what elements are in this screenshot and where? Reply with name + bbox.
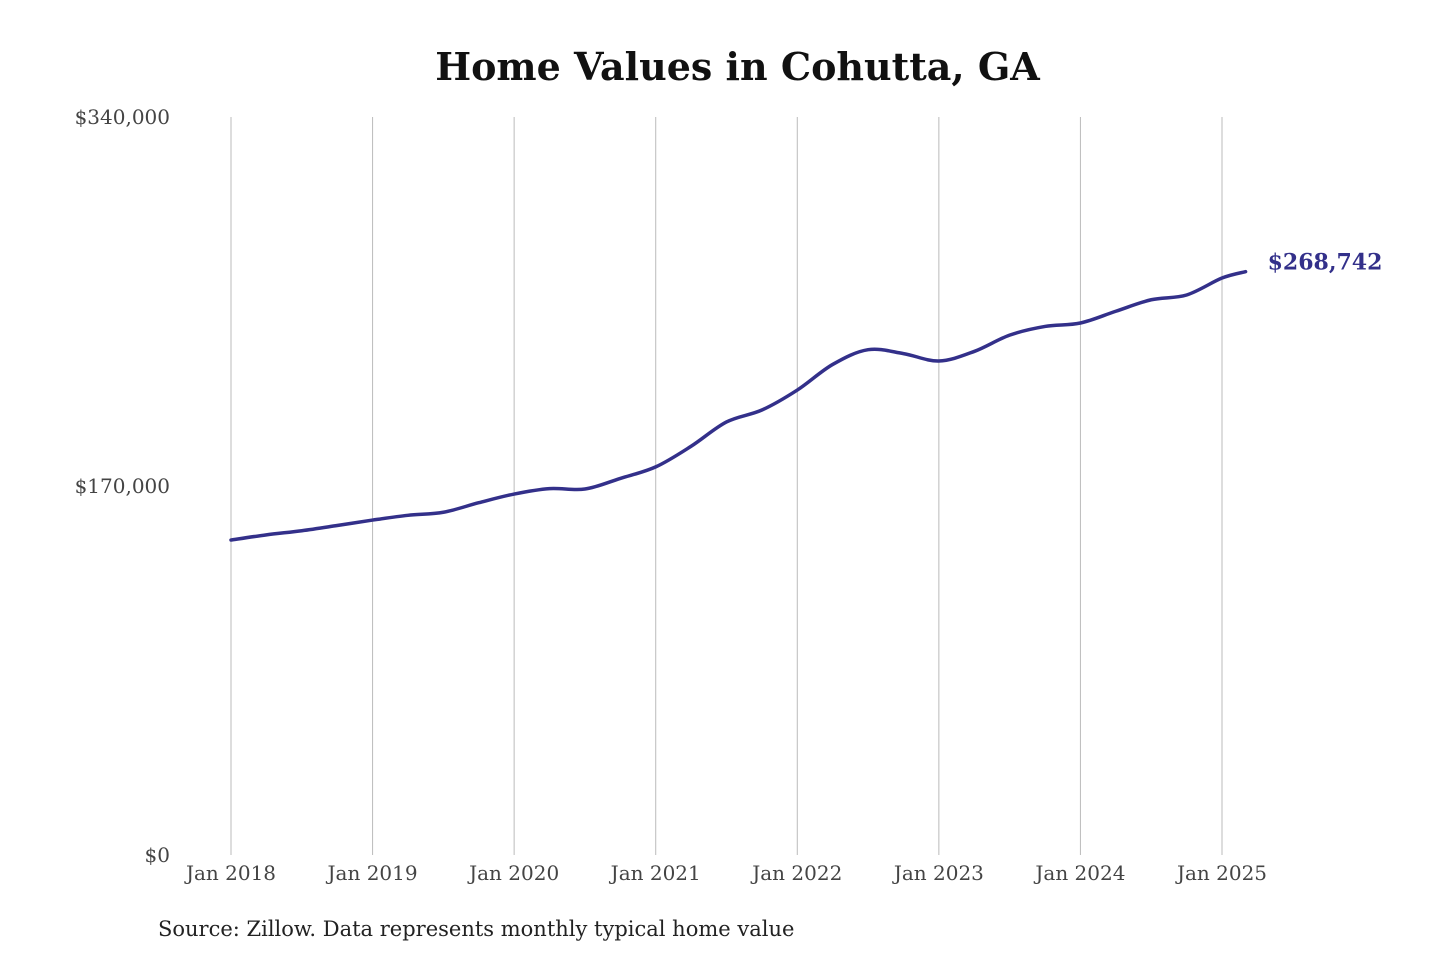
- x-tick-label: Jan 2021: [609, 861, 701, 885]
- source-note: Source: Zillow. Data represents monthly …: [158, 917, 795, 941]
- x-tick-label: Jan 2020: [467, 861, 559, 885]
- chart-title: Home Values in Cohutta, GA: [435, 44, 1040, 89]
- end-value-label: $268,742: [1268, 250, 1383, 276]
- y-tick-label: $170,000: [75, 474, 170, 498]
- x-tick-label: Jan 2022: [750, 861, 842, 885]
- y-tick-label: $0: [145, 843, 170, 867]
- x-tick-label: Jan 2025: [1175, 861, 1267, 885]
- series-line: [229, 269, 1248, 542]
- x-tick-label: Jan 2019: [326, 861, 418, 885]
- y-tick-label: $340,000: [75, 105, 170, 129]
- x-tick-label: Jan 2024: [1033, 861, 1125, 885]
- x-tick-label: Jan 2018: [184, 861, 276, 885]
- x-tick-label: Jan 2023: [892, 861, 984, 885]
